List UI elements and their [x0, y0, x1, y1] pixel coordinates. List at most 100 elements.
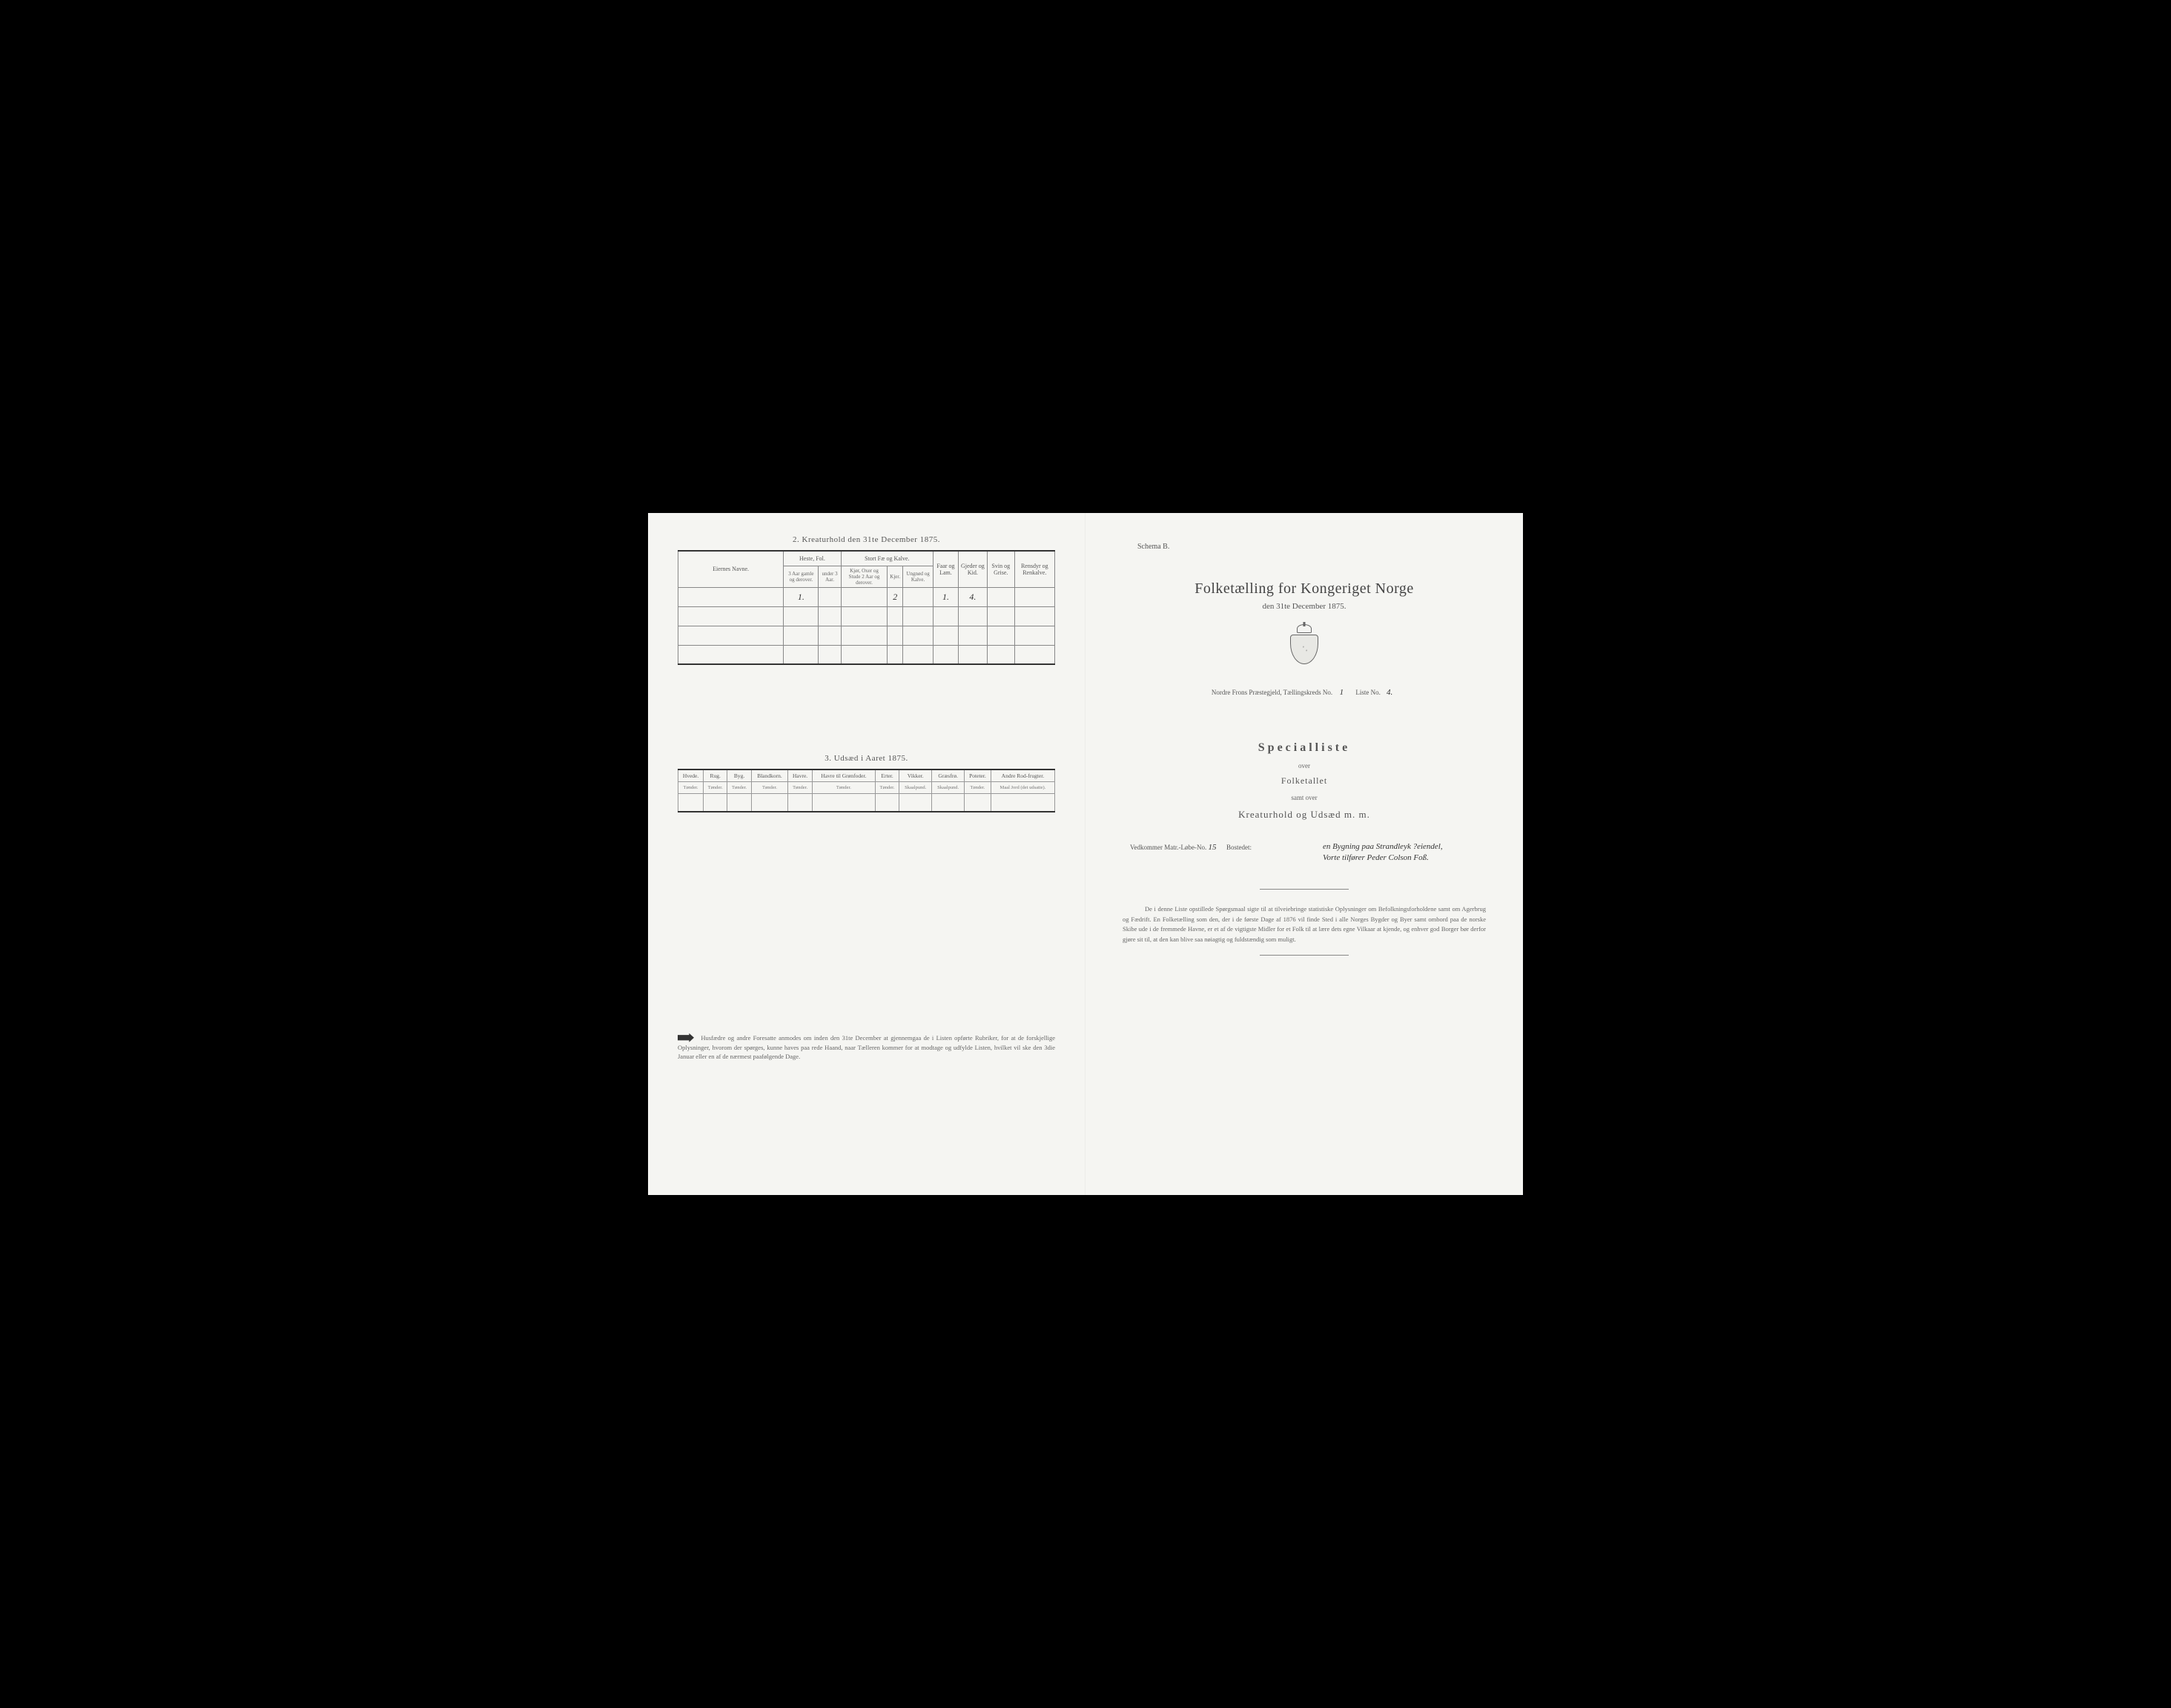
cell	[888, 606, 903, 626]
bosted-label: Bostedet:	[1226, 844, 1252, 851]
cell	[934, 626, 959, 645]
t2-col: Græsfrø.	[932, 769, 965, 782]
cell	[819, 606, 841, 626]
t2-col: Poteter.	[965, 769, 991, 782]
cell	[819, 587, 841, 606]
cell-eier	[678, 587, 784, 606]
t2-sub: Tønder.	[727, 782, 751, 794]
cell	[903, 587, 934, 606]
t2-col: Rug.	[704, 769, 727, 782]
t2-sub: Tønder.	[751, 782, 788, 794]
table-row	[678, 606, 1055, 626]
table1-body: 1. 2 1. 4.	[678, 587, 1055, 664]
col-stort-b: Kjer.	[888, 566, 903, 587]
col-svin: Svin og Grise.	[987, 551, 1014, 587]
vedkommer-line: Vedkommer Matr.-Løbe-No. 15 Bostedet: en…	[1130, 843, 1493, 852]
section3-title: 3. Udsæd i Aaret 1875.	[678, 754, 1055, 763]
kreds-no: 1	[1334, 688, 1349, 697]
col-heste-a: 3 Aar gamle og derover.	[784, 566, 819, 587]
cell	[958, 606, 987, 626]
cell	[841, 606, 888, 626]
cell: 1.	[934, 587, 959, 606]
section2-title: 2. Kreaturhold den 31te December 1875.	[678, 535, 1055, 544]
right-footnote: De i denne Liste opstillede Spørgsmaal s…	[1115, 904, 1493, 944]
t2-col: Vikker.	[899, 769, 932, 782]
cell: 1.	[784, 587, 819, 606]
folketallet-label: Folketallet	[1115, 775, 1493, 787]
cell	[784, 626, 819, 645]
t2-col: Erter.	[875, 769, 899, 782]
main-subtitle: den 31te December 1875.	[1115, 602, 1493, 611]
divider	[1260, 955, 1349, 956]
t2-sub: Tønder.	[678, 782, 704, 794]
cell	[678, 645, 784, 664]
t2-col: Andre Rod-frugter.	[991, 769, 1054, 782]
cell	[784, 606, 819, 626]
col-eier-header: Eiernes Navne.	[678, 551, 784, 587]
document-paper: 2. Kreaturhold den 31te December 1875. E…	[648, 513, 1523, 1195]
bosted-handwriting: en Bygning paa Strandleyk ?eiendel, Vort…	[1323, 841, 1516, 864]
cell	[1014, 587, 1054, 606]
t2-col: Blandkorn.	[751, 769, 788, 782]
t2-sub: Tønder.	[788, 782, 812, 794]
left-page: 2. Kreaturhold den 31te December 1875. E…	[648, 513, 1086, 1195]
t2-sub: Tønder.	[704, 782, 727, 794]
cell	[1014, 626, 1054, 645]
cell	[819, 645, 841, 664]
cell	[903, 645, 934, 664]
kreaturhold-label: Kreaturhold og Udsæd m. m.	[1115, 809, 1493, 821]
footnote-right-text: De i denne Liste opstillede Spørgsmaal s…	[1123, 905, 1486, 943]
t2-col: Havre til Grønfoder.	[812, 769, 875, 782]
cell	[958, 645, 987, 664]
cell	[841, 626, 888, 645]
col-heste-group: Heste, Fol.	[784, 551, 841, 566]
schema-label: Schema B.	[1137, 543, 1493, 551]
cell	[784, 645, 819, 664]
col-heste-b: under 3 Aar.	[819, 566, 841, 587]
col-faar: Faar og Lam.	[934, 551, 959, 587]
left-footnote: Husfædre og andre Foresatte anmodes om i…	[678, 1033, 1055, 1062]
liste-no: 4.	[1382, 688, 1397, 697]
cell	[678, 626, 784, 645]
coat-of-arms-icon	[1289, 624, 1320, 666]
specialliste-title: Specialliste	[1115, 741, 1493, 755]
right-page: Schema B. Folketælling for Kongeriget No…	[1086, 513, 1523, 1195]
cell	[958, 626, 987, 645]
col-stort-group: Stort Fæ og Kalve.	[841, 551, 933, 566]
cell	[903, 626, 934, 645]
col-stort-a: Kjør, Oxer og Stude 2 Aar og derover.	[841, 566, 888, 587]
bosted-line1: en Bygning paa Strandleyk ?eiendel,	[1323, 841, 1516, 853]
cell: 4.	[958, 587, 987, 606]
cell	[987, 626, 1014, 645]
t2-col: Havre.	[788, 769, 812, 782]
t2-sub: Skaalpund.	[899, 782, 932, 794]
col-gjeder: Gjeder og Kid.	[958, 551, 987, 587]
footnote-text: Husfædre og andre Foresatte anmodes om i…	[678, 1034, 1055, 1061]
t2-sub: Tønder.	[875, 782, 899, 794]
cell: 2	[888, 587, 903, 606]
t2-sub: Skaalpund.	[932, 782, 965, 794]
parish-prefix: Nordre Frons Præstegjeld, Tællingskreds …	[1212, 689, 1332, 696]
cell	[678, 606, 784, 626]
table-row: 1. 2 1. 4.	[678, 587, 1055, 606]
cell	[934, 645, 959, 664]
divider	[1260, 889, 1349, 890]
table-row	[678, 645, 1055, 664]
cell	[903, 606, 934, 626]
t2-sub: Tønder.	[812, 782, 875, 794]
over-label: over	[1115, 762, 1493, 769]
udsaed-table: Hvede. Rug. Byg. Blandkorn. Havre. Havre…	[678, 769, 1055, 812]
cell	[888, 626, 903, 645]
cell	[888, 645, 903, 664]
t2-sub: Tønder.	[965, 782, 991, 794]
cell	[1014, 606, 1054, 626]
main-title: Folketælling for Kongeriget Norge	[1115, 580, 1493, 598]
vedkommer-label: Vedkommer Matr.-Løbe-No.	[1130, 844, 1206, 851]
col-stort-c: Ungnød og Kalve.	[903, 566, 934, 587]
cell	[819, 626, 841, 645]
cell	[841, 645, 888, 664]
table-row	[678, 626, 1055, 645]
parish-line: Nordre Frons Præstegjeld, Tællingskreds …	[1115, 688, 1493, 697]
t2-col: Byg.	[727, 769, 751, 782]
bosted-line2: Vorte tilfører Peder Colson Foß.	[1323, 853, 1516, 864]
